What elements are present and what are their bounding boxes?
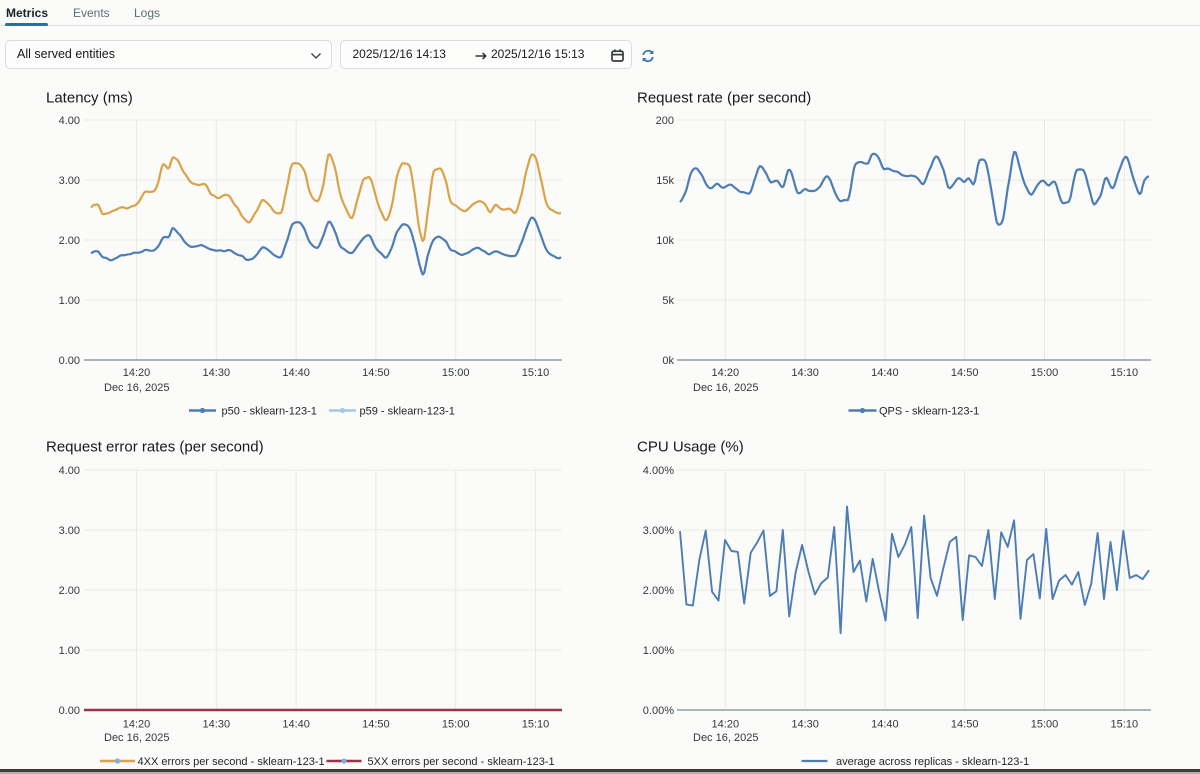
svg-text:Latency (ms): Latency (ms) bbox=[46, 89, 133, 106]
svg-text:4XX errors per second - sklear: 4XX errors per second - sklearn-123-1 bbox=[138, 756, 325, 768]
svg-text:4.00: 4.00 bbox=[59, 465, 80, 477]
svg-text:5k: 5k bbox=[662, 295, 674, 307]
svg-text:14:50: 14:50 bbox=[951, 367, 979, 379]
svg-text:14:40: 14:40 bbox=[282, 718, 310, 730]
svg-text:15:10: 15:10 bbox=[522, 367, 550, 379]
svg-text:14:50: 14:50 bbox=[951, 718, 979, 730]
svg-text:200: 200 bbox=[656, 115, 674, 127]
svg-text:p50 - sklearn-123-1: p50 - sklearn-123-1 bbox=[222, 405, 317, 417]
svg-text:14:20: 14:20 bbox=[123, 718, 151, 730]
svg-text:0.00%: 0.00% bbox=[643, 705, 674, 717]
svg-text:Dec 16, 2025: Dec 16, 2025 bbox=[693, 382, 758, 394]
svg-text:2.00%: 2.00% bbox=[643, 585, 674, 597]
svg-text:14:30: 14:30 bbox=[203, 367, 231, 379]
svg-text:Request rate (per second): Request rate (per second) bbox=[637, 89, 811, 106]
svg-text:14:30: 14:30 bbox=[791, 367, 819, 379]
svg-text:15:00: 15:00 bbox=[1031, 367, 1059, 379]
svg-text:Dec 16, 2025: Dec 16, 2025 bbox=[104, 382, 169, 394]
svg-text:15:10: 15:10 bbox=[1111, 718, 1139, 730]
svg-text:14:20: 14:20 bbox=[712, 367, 740, 379]
svg-text:14:50: 14:50 bbox=[362, 718, 390, 730]
svg-text:QPS - sklearn-123-1: QPS - sklearn-123-1 bbox=[879, 405, 979, 417]
svg-text:15:00: 15:00 bbox=[442, 718, 470, 730]
svg-text:14:20: 14:20 bbox=[123, 367, 151, 379]
svg-text:Request error rates (per secon: Request error rates (per second) bbox=[46, 438, 264, 455]
svg-text:4.00%: 4.00% bbox=[643, 465, 674, 477]
svg-text:2.00: 2.00 bbox=[59, 235, 80, 247]
svg-text:0.00: 0.00 bbox=[59, 705, 80, 717]
svg-text:14:50: 14:50 bbox=[362, 367, 390, 379]
svg-text:0.00: 0.00 bbox=[59, 355, 80, 367]
svg-text:14:40: 14:40 bbox=[871, 718, 899, 730]
svg-text:Dec 16, 2025: Dec 16, 2025 bbox=[693, 732, 758, 744]
svg-text:14:20: 14:20 bbox=[712, 718, 740, 730]
svg-text:p59 - sklearn-123-1: p59 - sklearn-123-1 bbox=[360, 405, 455, 417]
svg-text:15:00: 15:00 bbox=[1031, 718, 1059, 730]
svg-text:14:40: 14:40 bbox=[871, 367, 899, 379]
svg-text:CPU Usage (%): CPU Usage (%) bbox=[637, 438, 744, 455]
svg-text:14:30: 14:30 bbox=[203, 718, 231, 730]
svg-text:3.00: 3.00 bbox=[59, 175, 80, 187]
svg-text:3.00: 3.00 bbox=[59, 525, 80, 537]
svg-text:1.00%: 1.00% bbox=[643, 645, 674, 657]
svg-text:3.00%: 3.00% bbox=[643, 525, 674, 537]
svg-text:15k: 15k bbox=[656, 175, 674, 187]
svg-text:average across replicas - skle: average across replicas - sklearn-123-1 bbox=[836, 756, 1029, 768]
svg-text:14:30: 14:30 bbox=[791, 718, 819, 730]
svg-text:0k: 0k bbox=[662, 355, 674, 367]
svg-text:1.00: 1.00 bbox=[59, 295, 80, 307]
svg-text:15:10: 15:10 bbox=[1111, 367, 1139, 379]
svg-text:2.00: 2.00 bbox=[59, 585, 80, 597]
svg-text:1.00: 1.00 bbox=[59, 645, 80, 657]
svg-text:5XX errors per second - sklear: 5XX errors per second - sklearn-123-1 bbox=[368, 756, 555, 768]
svg-text:10k: 10k bbox=[656, 235, 674, 247]
svg-text:15:10: 15:10 bbox=[522, 718, 550, 730]
svg-text:4.00: 4.00 bbox=[59, 115, 80, 127]
svg-text:15:00: 15:00 bbox=[442, 367, 470, 379]
svg-text:14:40: 14:40 bbox=[282, 367, 310, 379]
svg-text:Dec 16, 2025: Dec 16, 2025 bbox=[104, 732, 169, 744]
